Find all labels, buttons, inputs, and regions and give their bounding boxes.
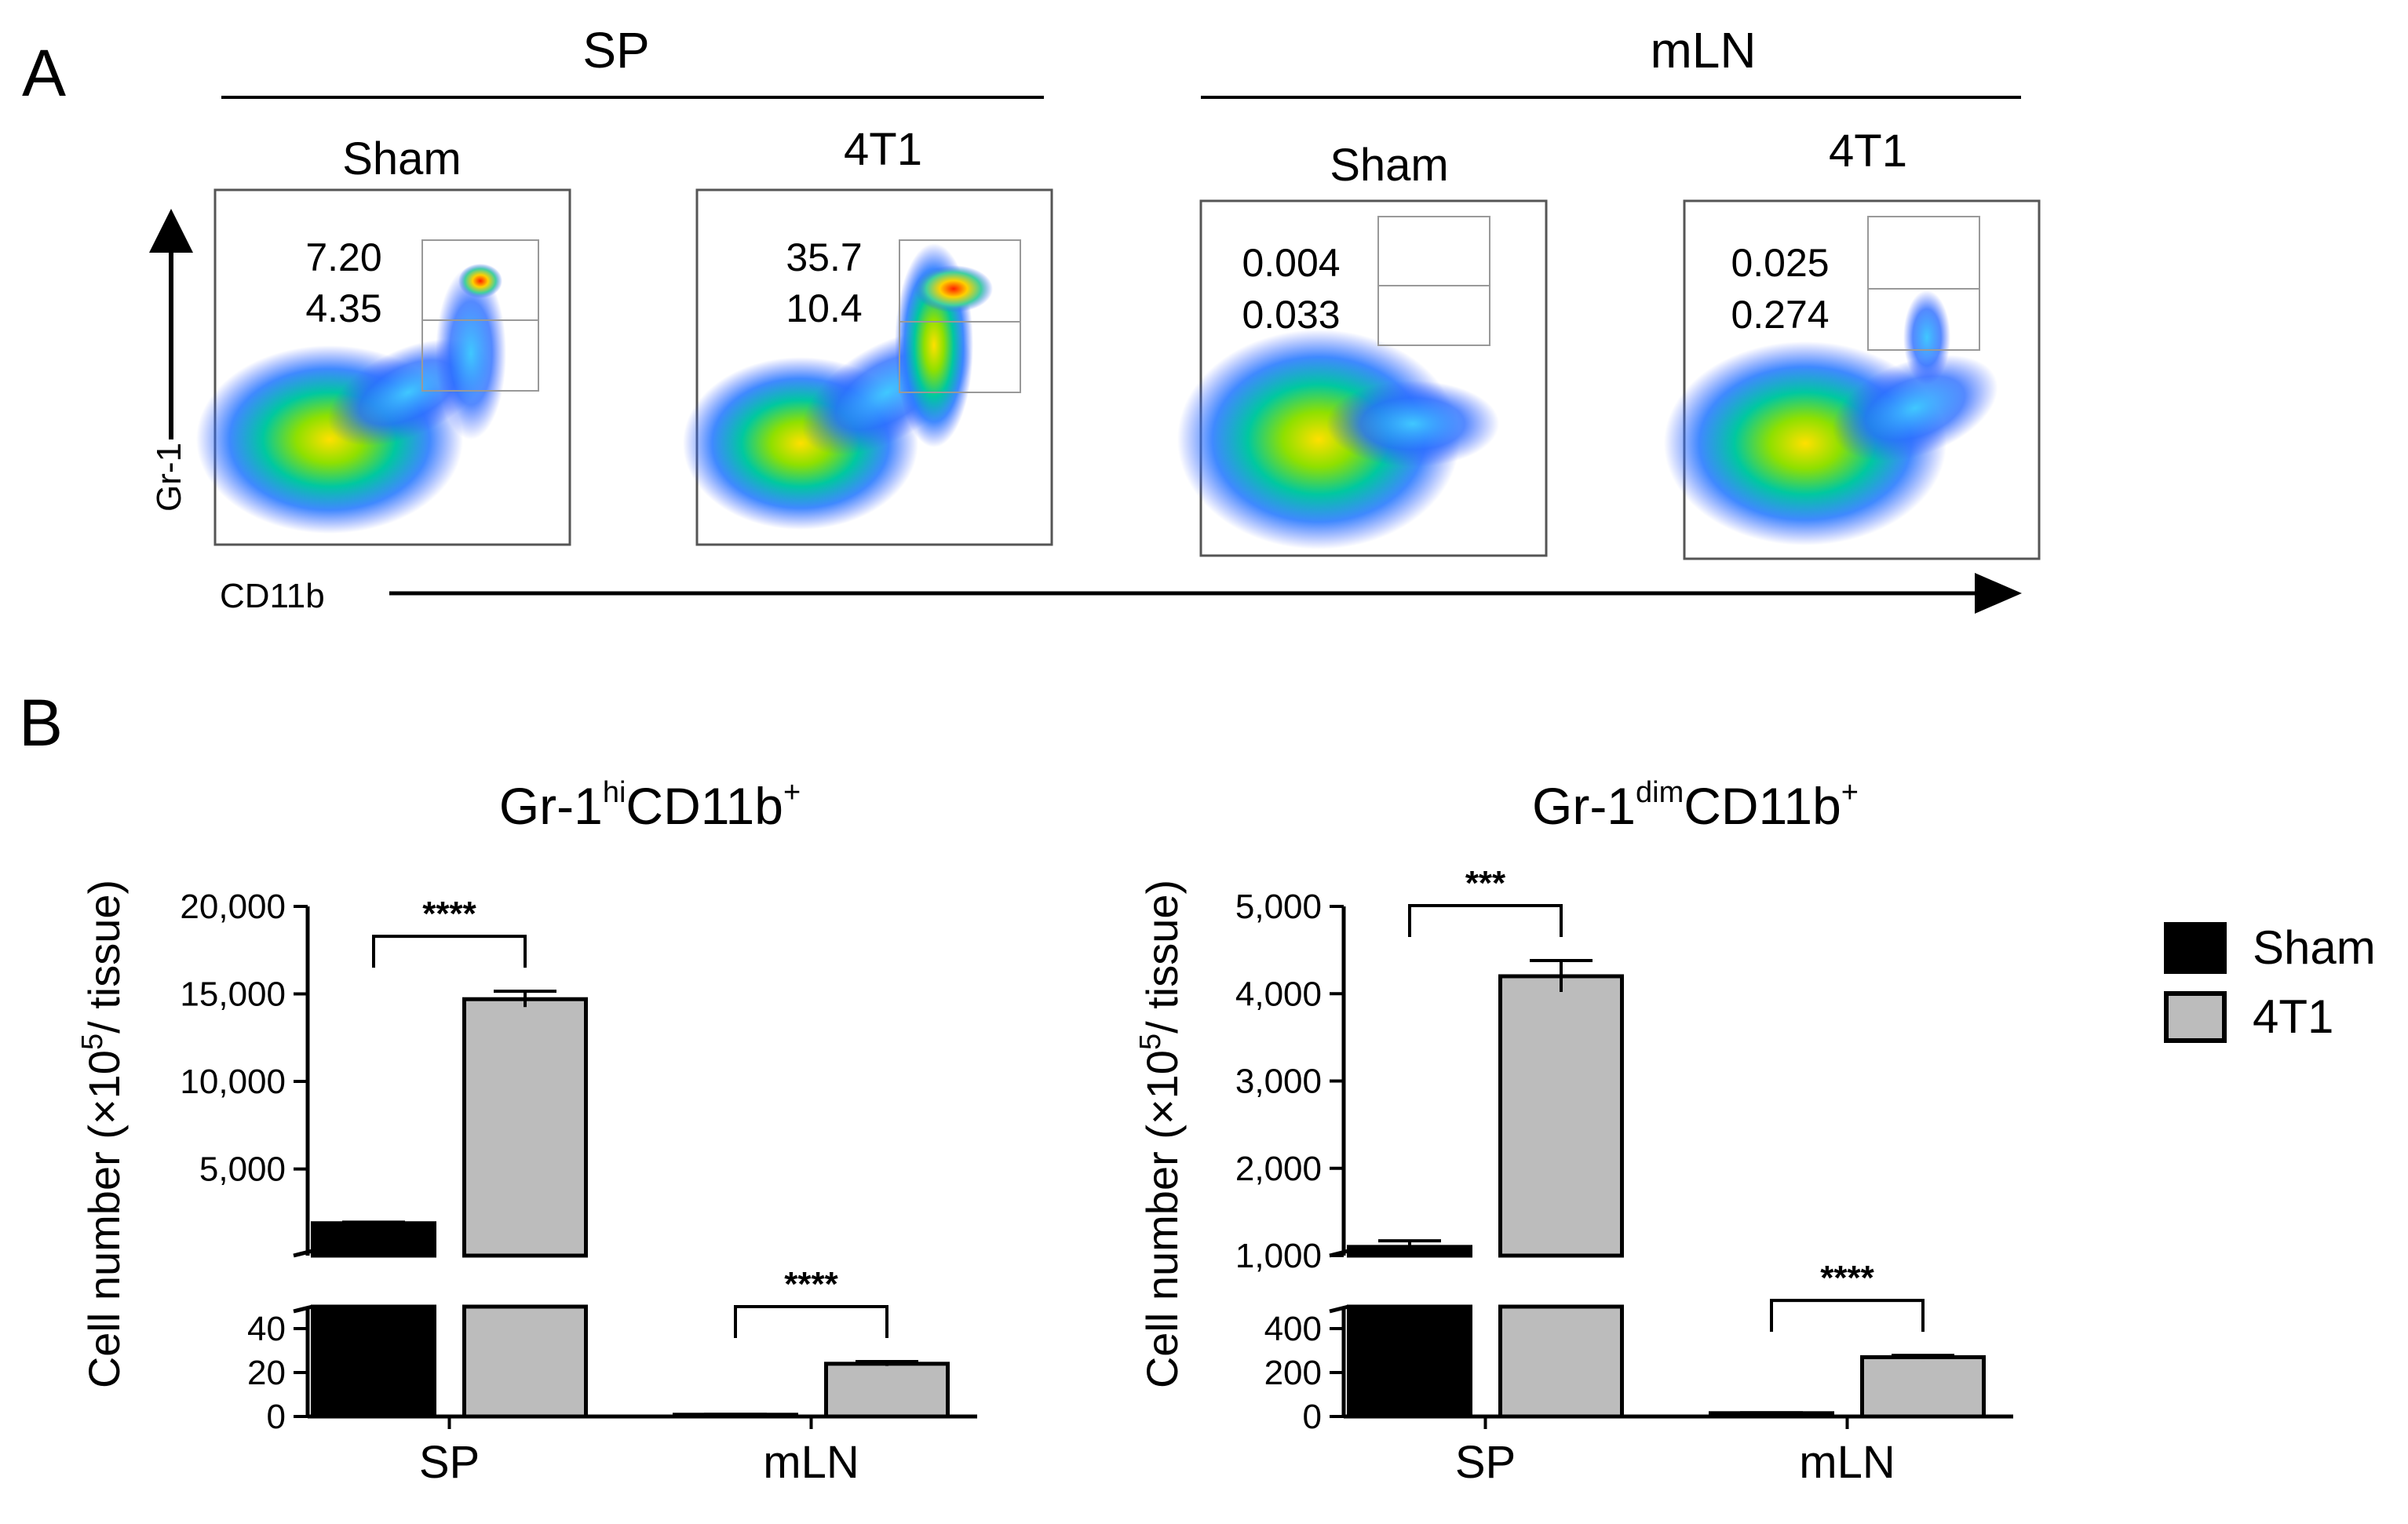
flow-plot-mln-4t1: 0.025 0.274: [1664, 199, 2041, 560]
gate-dim: [1867, 288, 1980, 351]
y-tick-label: 0: [1303, 1398, 1322, 1436]
y-tick-label: 15,000: [180, 975, 286, 1014]
cd11b-axis-label: CD11b: [220, 577, 325, 615]
significance-stars: ****: [1820, 1259, 1874, 1297]
gate-dim-value: 4.35: [305, 286, 381, 330]
y-tick-label: 20,000: [180, 888, 286, 926]
density-tail: [1832, 355, 1998, 461]
chart2-plot: 0 200 400 1,000 2,000 3,000 4,000 5,000 SP *** mLN…: [1235, 864, 2013, 1488]
panel-b-letter: B: [19, 686, 63, 760]
x-category-label: mLN: [1799, 1437, 1895, 1488]
significance-bracket: [734, 1305, 888, 1338]
gate-dim: [899, 321, 1021, 393]
bar-mln-4t1: [1860, 1354, 1986, 1419]
bar-sp-sham-lower: [1347, 1304, 1472, 1419]
bar-sp-4t1-lower: [462, 1304, 588, 1419]
flow-plot-mln-sham: 0.004 0.033: [1177, 199, 1548, 557]
flow-plot-sp-4t1: 35.7 10.4: [683, 188, 1053, 546]
significance-stars: ****: [422, 895, 476, 933]
significance-stars: ****: [784, 1265, 838, 1303]
axis-break-mark: [293, 1304, 313, 1314]
y-tick-label: 1,000: [1235, 1237, 1322, 1275]
bar-sp-4t1-lower: [1498, 1304, 1624, 1419]
gate-dim-value: 0.033: [1242, 293, 1340, 337]
gr1-axis-label: Gr-1: [150, 443, 188, 512]
gr1-axis-arrow: [149, 209, 193, 439]
gate-hi-value: 35.7: [786, 235, 862, 279]
axis-break-mark: [293, 1249, 313, 1258]
gate-dim-value: 10.4: [786, 286, 862, 330]
chart2-title: Gr-1dimCD11b+: [1532, 776, 1859, 835]
y-tick-label: 4,000: [1235, 975, 1322, 1013]
axis-break-mark: [1329, 1304, 1349, 1314]
y-tick-label: 5,000: [1235, 888, 1322, 926]
gate-hi-value: 7.20: [305, 235, 381, 279]
gate-hi-value: 0.004: [1242, 241, 1340, 285]
y-tick-label: 10,000: [180, 1063, 286, 1101]
group-label-mln: mLN: [1650, 22, 1756, 78]
legend-label-sham: Sham: [2253, 921, 2376, 974]
significance-stars: ***: [1465, 864, 1506, 902]
panel-a-letter: A: [22, 36, 66, 110]
x-category-label: SP: [1455, 1437, 1516, 1488]
y-tick-label: 20: [247, 1354, 286, 1392]
bar-sp-4t1-upper: [1498, 974, 1624, 1258]
chart1-plot: 0 20 40 5,000 10,000 15,000 20,000 SP **** mLN ***…: [180, 888, 977, 1488]
col-label-mln-sham: Sham: [1330, 140, 1449, 191]
legend-swatch-sham: [2164, 922, 2227, 974]
y-tick-label: 0: [267, 1398, 286, 1436]
chart1-title: Gr-1hiCD11b+: [499, 776, 801, 835]
flow-plot-sp-sham: 7.20 4.35: [196, 188, 571, 546]
density-column: [1903, 290, 1950, 385]
y-tick-label: 40: [247, 1310, 286, 1348]
chart2-ylabel: Cell number (×105/ tissue): [1134, 880, 1187, 1388]
gate-dim-value: 0.274: [1731, 293, 1829, 337]
significance-bracket: [1770, 1299, 1925, 1333]
gate-hi-value: 0.025: [1731, 241, 1829, 285]
chart1-ylabel: Cell number (×105/ tissue): [76, 880, 129, 1388]
y-tick-label: 5,000: [199, 1150, 286, 1189]
x-category-label: mLN: [763, 1437, 859, 1488]
y-tick-label: 2,000: [1235, 1150, 1322, 1188]
significance-bracket: [1408, 903, 1563, 937]
gate-dim: [1377, 285, 1490, 346]
gate-dim: [421, 319, 539, 392]
bar-sp-4t1-upper: [462, 997, 588, 1258]
legend-swatch-4t1: [2164, 991, 2227, 1043]
density-hotspot: [914, 265, 993, 312]
significance-bracket: [372, 935, 527, 968]
bar-sp-sham-upper: [311, 1221, 436, 1258]
y-tick-label: 200: [1264, 1354, 1322, 1392]
x-category-label: SP: [419, 1437, 480, 1488]
bar-sp-sham-lower: [311, 1304, 436, 1419]
density-column: [436, 267, 506, 439]
legend: Sham 4T1: [2164, 921, 2376, 1043]
cd11b-axis-arrow: [389, 573, 2022, 614]
group-label-sp: SP: [582, 22, 649, 78]
col-label-mln-4t1: 4T1: [1829, 126, 1907, 177]
y-tick-label: 3,000: [1235, 1063, 1322, 1101]
col-label-sp-sham: Sham: [342, 133, 462, 184]
density-hotspot: [458, 264, 502, 298]
legend-label-4t1: 4T1: [2253, 990, 2333, 1043]
bar-mln-4t1: [824, 1362, 950, 1419]
col-label-sp-4t1: 4T1: [844, 124, 922, 175]
y-tick-label: 400: [1264, 1310, 1322, 1348]
density-tail: [1326, 381, 1499, 467]
